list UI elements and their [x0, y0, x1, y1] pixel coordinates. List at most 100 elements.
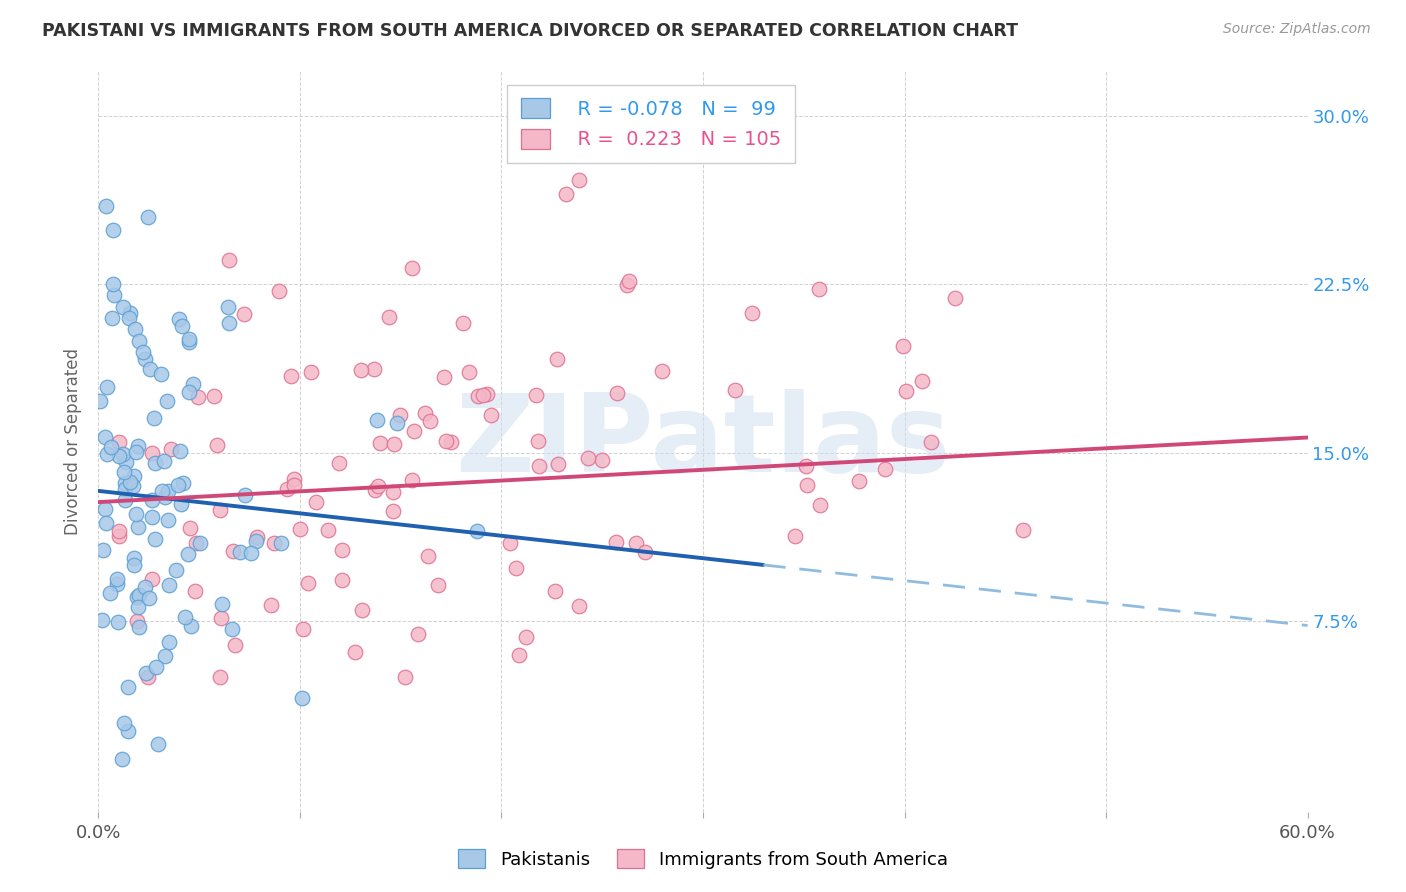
Point	[316, 524, 339, 538]
Point	[276, 482, 298, 496]
Point	[120, 306, 142, 320]
Point	[350, 603, 373, 617]
Point	[260, 598, 283, 612]
Point	[103, 288, 125, 302]
Point	[741, 306, 763, 320]
Point	[381, 485, 404, 500]
Point	[122, 479, 145, 493]
Point	[101, 223, 124, 237]
Point	[157, 578, 180, 592]
Point	[796, 477, 818, 491]
Point	[1012, 523, 1035, 537]
Point	[177, 547, 200, 561]
Point	[724, 383, 747, 397]
Point	[209, 611, 232, 625]
Point	[209, 503, 232, 517]
Point	[122, 550, 145, 565]
Point	[270, 536, 292, 550]
Point	[343, 645, 366, 659]
Point	[401, 261, 423, 276]
Point	[145, 532, 167, 546]
Point	[222, 543, 245, 558]
Point	[173, 610, 195, 624]
Point	[217, 300, 239, 314]
Point	[283, 477, 305, 491]
Point	[364, 483, 387, 498]
Point	[606, 385, 628, 400]
Point	[114, 482, 136, 496]
Point	[186, 536, 208, 550]
Point	[458, 365, 481, 379]
Point	[156, 394, 179, 409]
Point	[527, 434, 550, 448]
Point	[433, 370, 456, 384]
Point	[218, 316, 240, 330]
Point	[943, 291, 966, 305]
Point	[544, 583, 567, 598]
Point	[280, 369, 302, 384]
Point	[111, 300, 134, 314]
Point	[796, 458, 818, 473]
Point	[141, 446, 163, 460]
Point	[263, 535, 285, 549]
Point	[508, 648, 530, 662]
Point	[139, 361, 162, 376]
Point	[377, 310, 399, 325]
Point	[568, 599, 591, 613]
Point	[783, 529, 806, 543]
Point	[467, 524, 489, 538]
Point	[330, 543, 353, 558]
Point	[128, 334, 150, 348]
Point	[208, 670, 231, 684]
Point	[305, 494, 328, 508]
Point	[128, 620, 150, 634]
Point	[157, 513, 180, 527]
Point	[218, 252, 240, 267]
Point	[568, 173, 591, 187]
Point	[617, 274, 640, 288]
Point	[128, 588, 150, 602]
Point	[117, 724, 139, 739]
Point	[149, 367, 172, 381]
Point	[576, 451, 599, 466]
Point	[127, 600, 149, 615]
Point	[111, 448, 134, 462]
Point	[246, 530, 269, 544]
Point	[135, 666, 157, 681]
Point	[167, 311, 190, 326]
Point	[188, 536, 211, 550]
Point	[451, 316, 474, 330]
Point	[848, 474, 870, 488]
Y-axis label: Divorced or Separated: Divorced or Separated	[65, 348, 83, 535]
Point	[524, 388, 547, 402]
Point	[118, 475, 141, 490]
Point	[426, 578, 449, 592]
Point	[269, 285, 291, 299]
Point	[96, 447, 118, 461]
Point	[155, 649, 177, 664]
Point	[350, 363, 373, 377]
Point	[96, 380, 118, 394]
Point	[107, 434, 129, 449]
Point	[157, 634, 180, 648]
Point	[184, 583, 207, 598]
Point	[148, 737, 170, 751]
Point	[98, 586, 121, 600]
Point	[122, 558, 145, 572]
Point	[546, 351, 568, 366]
Point	[93, 430, 115, 444]
Point	[221, 622, 243, 636]
Point	[367, 478, 389, 492]
Point	[413, 406, 436, 420]
Point	[394, 670, 416, 684]
Point	[107, 615, 129, 629]
Point	[634, 545, 657, 559]
Text: Source: ZipAtlas.com: Source: ZipAtlas.com	[1223, 22, 1371, 37]
Point	[406, 626, 429, 640]
Point	[127, 520, 149, 534]
Point	[181, 376, 204, 391]
Point	[89, 394, 111, 409]
Point	[401, 473, 423, 487]
Point	[115, 455, 138, 469]
Text: PAKISTANI VS IMMIGRANTS FROM SOUTH AMERICA DIVORCED OR SEPARATED CORRELATION CHA: PAKISTANI VS IMMIGRANTS FROM SOUTH AMERI…	[42, 22, 1018, 40]
